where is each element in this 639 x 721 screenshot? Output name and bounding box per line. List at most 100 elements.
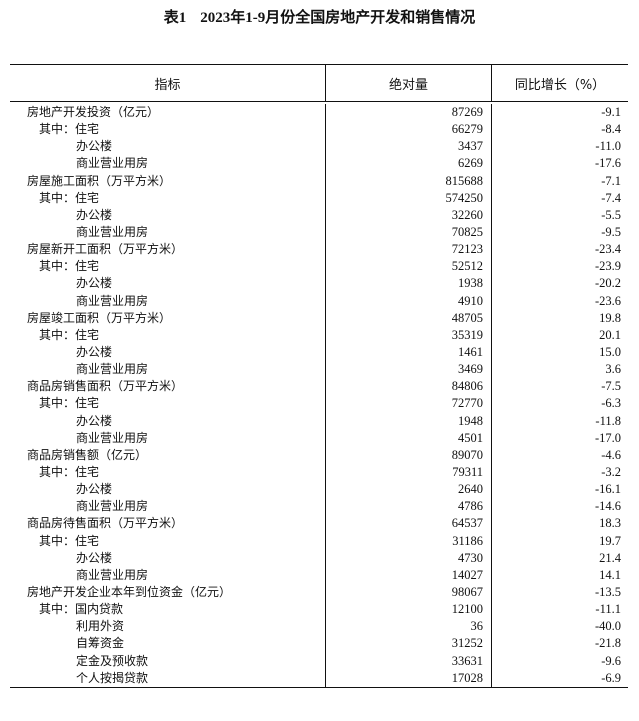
row-label: 房地产开发投资（亿元）: [27, 105, 160, 119]
row-label: 商品房待售面积（万平方米）: [27, 516, 184, 531]
row-growth: 19.7: [491, 532, 628, 550]
row-value: 31186: [325, 532, 491, 550]
table-row: 商业营业用房 4501 -17.0: [10, 429, 628, 447]
row-value: 3469: [325, 361, 491, 379]
row-label: 房屋竣工面积（万平方米）: [27, 310, 172, 325]
table-row: 办公楼 3437 -11.0: [10, 138, 628, 156]
row-label: 其中：住宅: [39, 122, 100, 137]
table-row: 其中：住宅 52512 -23.9: [10, 258, 628, 276]
row-value: 98067: [325, 583, 491, 602]
row-growth: -4.6: [491, 446, 628, 464]
row-growth: -13.5: [491, 583, 628, 602]
row-value: 72123: [325, 241, 491, 259]
table-row: 商业营业用房 4786 -14.6: [10, 498, 628, 516]
row-label: 其中：住宅: [39, 533, 100, 548]
row-value: 1461: [325, 343, 491, 362]
row-label: 办公楼: [76, 413, 113, 428]
table-title: 2023年1-9月份全国房地产开发和销售情况: [200, 10, 476, 26]
row-label: 商业营业用房: [76, 293, 149, 308]
row-value: 89070: [325, 446, 491, 464]
row-growth: -6.9: [491, 669, 628, 687]
row-value: 66279: [325, 121, 491, 139]
row-growth: -7.5: [491, 378, 628, 396]
row-label: 房屋施工面积（万平方米）: [27, 173, 172, 188]
row-label: 定金及预收款: [76, 653, 149, 668]
row-value: 1948: [325, 412, 491, 430]
row-label: 办公楼: [76, 482, 113, 497]
row-growth: -23.6: [491, 292, 628, 310]
row-growth: -9.1: [491, 104, 628, 122]
row-value: 17028: [325, 669, 491, 687]
row-value: 87269: [325, 104, 491, 122]
row-value: 574250: [325, 189, 491, 207]
table-row: 办公楼 1461 15.0: [10, 343, 628, 362]
row-label: 商业营业用房: [76, 430, 149, 445]
row-value: 70825: [325, 223, 491, 242]
table-row: 办公楼 1938 -20.2: [10, 275, 628, 293]
row-label: 其中：住宅: [39, 396, 100, 411]
row-growth: 20.1: [491, 326, 628, 344]
table-row: 其中：住宅 31186 19.7: [10, 532, 628, 550]
table-row: 其中：住宅 66279 -8.4: [10, 121, 628, 139]
table-row: 商业营业用房 6269 -17.6: [10, 155, 628, 173]
row-value: 6269: [325, 155, 491, 173]
table-row: 办公楼 1948 -11.8: [10, 412, 628, 430]
row-growth: 15.0: [491, 343, 628, 362]
row-label: 房地产开发企业本年到位资金（亿元）: [27, 584, 232, 599]
row-growth: -14.6: [491, 498, 628, 516]
table-row: 房屋施工面积（万平方米） 815688 -7.1: [10, 172, 628, 190]
row-value: 1938: [325, 275, 491, 293]
row-growth: 21.4: [491, 549, 628, 567]
table-row: 办公楼 4730 21.4: [10, 549, 628, 567]
row-growth: 18.3: [491, 515, 628, 533]
row-value: 84806: [325, 378, 491, 396]
table-row: 商业营业用房 70825 -9.5: [10, 223, 628, 242]
row-value: 4501: [325, 429, 491, 447]
table-row: 商品房销售额（亿元） 89070 -4.6: [10, 446, 628, 464]
row-label: 办公楼: [76, 139, 113, 154]
row-growth: -11.8: [491, 412, 628, 430]
row-label: 商品房销售额（亿元）: [27, 447, 148, 462]
table-row: 办公楼 2640 -16.1: [10, 481, 628, 499]
row-value: 36: [325, 618, 491, 636]
row-growth: 19.8: [491, 309, 628, 327]
row-label: 房屋新开工面积（万平方米）: [27, 242, 184, 257]
row-growth: 3.6: [491, 361, 628, 379]
row-value: 4730: [325, 549, 491, 567]
table-row: 定金及预收款 33631 -9.6: [10, 652, 628, 670]
row-value: 14027: [325, 566, 491, 584]
row-label: 商业营业用房: [76, 224, 149, 239]
row-growth: -17.6: [491, 155, 628, 173]
table-row: 商业营业用房 4910 -23.6: [10, 292, 628, 310]
row-label: 商业营业用房: [76, 499, 149, 514]
row-value: 815688: [325, 172, 491, 190]
row-growth: -11.0: [491, 138, 628, 156]
row-label: 其中：住宅: [39, 327, 100, 342]
table-row: 其中：国内贷款 12100 -11.1: [10, 601, 628, 619]
row-growth: -23.4: [491, 241, 628, 259]
header-yoy-growth: 同比增长（%）: [491, 65, 628, 101]
table-row: 其中：住宅 35319 20.1: [10, 326, 628, 344]
row-label: 其中：住宅: [39, 190, 100, 205]
page-title: 表1 2023年1-9月份全国房地产开发和销售情况: [0, 8, 639, 28]
table-row: 房地产开发企业本年到位资金（亿元） 98067 -13.5: [10, 583, 628, 602]
row-growth: -7.1: [491, 172, 628, 190]
row-growth: 14.1: [491, 566, 628, 584]
table-row: 房屋新开工面积（万平方米） 72123 -23.4: [10, 241, 628, 259]
row-label: 商业营业用房: [76, 362, 149, 377]
table-row: 办公楼 32260 -5.5: [10, 206, 628, 224]
row-value: 31252: [325, 635, 491, 653]
table-row: 商业营业用房 3469 3.6: [10, 361, 628, 379]
row-label: 自筹资金: [76, 636, 125, 651]
row-growth: -20.2: [491, 275, 628, 293]
row-label: 办公楼: [76, 276, 113, 291]
row-value: 72770: [325, 395, 491, 413]
table-row: 个人按揭贷款 17028 -6.9: [10, 669, 628, 687]
row-value: 12100: [325, 601, 491, 619]
row-growth: -6.3: [491, 395, 628, 413]
row-value: 4910: [325, 292, 491, 310]
row-growth: -23.9: [491, 258, 628, 276]
row-growth: -9.5: [491, 223, 628, 242]
table-row: 其中：住宅 72770 -6.3: [10, 395, 628, 413]
row-label: 其中：住宅: [39, 259, 100, 274]
